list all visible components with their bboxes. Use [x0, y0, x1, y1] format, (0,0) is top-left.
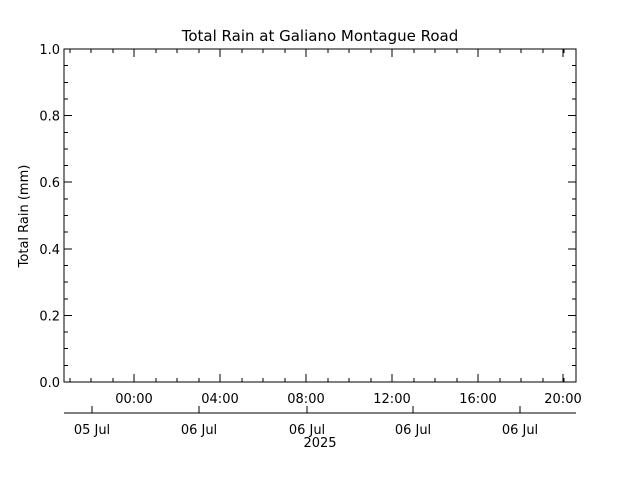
x-time-tick-label: 08:00	[287, 392, 324, 407]
x-date-tick-label: 05 Jul	[74, 423, 110, 438]
x-date-axis-ticks: 05 Jul 06 Jul 06 Jul 06 Jul 06 Jul	[74, 406, 538, 438]
x-time-tick-label: 00:00	[115, 392, 152, 407]
x-time-tick-label: 04:00	[201, 392, 238, 407]
x-date-tick-label: 06 Jul	[395, 423, 431, 438]
x-date-tick-label: 06 Jul	[181, 423, 217, 438]
x-time-axis-ticks: 00:00 04:00 08:00 12:00 16:00 20:00	[69, 49, 582, 407]
y-tick-label: 1.0	[39, 43, 60, 58]
x-date-tick-label: 06 Jul	[289, 423, 325, 438]
y-axis-ticks: 0.0 0.2 0.4 0.6 0.8 1.0	[39, 43, 576, 391]
x-time-tick-label: 12:00	[373, 392, 410, 407]
x-year-label: 2025	[303, 436, 336, 451]
chart-title: Total Rain at Galiano Montague Road	[181, 27, 459, 45]
y-tick-label: 0.6	[39, 176, 60, 191]
x-time-tick-label: 16:00	[459, 392, 496, 407]
y-axis-label: Total Rain (mm)	[17, 165, 32, 269]
y-tick-label: 0.2	[39, 309, 60, 324]
x-date-tick-label: 06 Jul	[502, 423, 538, 438]
y-tick-label: 0.4	[39, 243, 60, 258]
y-tick-label: 0.0	[39, 376, 60, 391]
plot-frame	[63, 48, 577, 383]
y-tick-label: 0.8	[39, 110, 60, 125]
x-time-tick-label: 20:00	[544, 392, 581, 407]
